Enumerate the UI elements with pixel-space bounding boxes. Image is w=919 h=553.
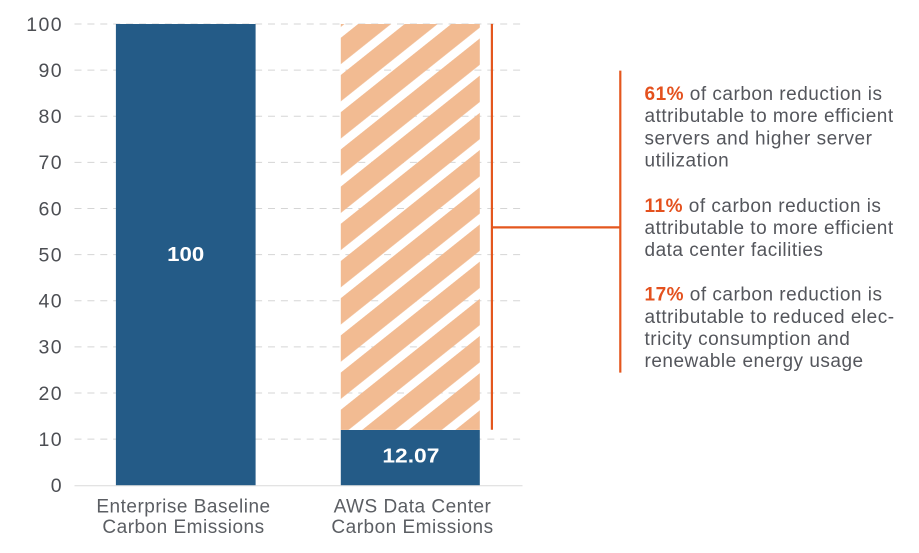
svg-text:90: 90 bbox=[39, 60, 64, 82]
svg-text:Carbon Emissions: Carbon Emissions bbox=[102, 517, 264, 538]
svg-text:10: 10 bbox=[39, 429, 64, 451]
svg-text:60: 60 bbox=[39, 198, 64, 220]
svg-text:100: 100 bbox=[26, 14, 63, 36]
svg-text:0: 0 bbox=[51, 475, 63, 497]
svg-text:renewable energy usage: renewable energy usage bbox=[645, 351, 864, 372]
svg-text:17% of carbon reduction is: 17% of carbon reduction is bbox=[645, 285, 883, 306]
svg-text:Carbon Emissions: Carbon Emissions bbox=[331, 517, 493, 538]
svg-text:40: 40 bbox=[39, 291, 64, 313]
svg-text:30: 30 bbox=[39, 337, 64, 359]
svg-text:100: 100 bbox=[167, 243, 204, 266]
svg-text:data center facilities: data center facilities bbox=[645, 240, 824, 261]
svg-text:80: 80 bbox=[39, 106, 64, 128]
svg-text:attributable to more efficient: attributable to more efficient bbox=[645, 106, 894, 127]
svg-text:61% of carbon reduction is: 61% of carbon reduction is bbox=[645, 84, 883, 105]
svg-text:Enterprise Baseline: Enterprise Baseline bbox=[96, 497, 270, 518]
svg-text:attributable to reduced elec-: attributable to reduced elec- bbox=[645, 307, 895, 328]
svg-text:70: 70 bbox=[39, 152, 64, 174]
svg-text:12.07: 12.07 bbox=[382, 445, 439, 468]
svg-text:utilization: utilization bbox=[645, 150, 730, 171]
svg-text:tricity consumption and: tricity consumption and bbox=[645, 329, 851, 350]
svg-text:11% of carbon reduction is: 11% of carbon reduction is bbox=[645, 196, 882, 217]
svg-text:servers and higher server: servers and higher server bbox=[645, 128, 873, 149]
svg-text:50: 50 bbox=[39, 244, 64, 266]
svg-text:attributable to more efficient: attributable to more efficient bbox=[645, 218, 894, 239]
svg-text:20: 20 bbox=[39, 383, 64, 405]
svg-text:AWS Data Center: AWS Data Center bbox=[334, 497, 492, 518]
